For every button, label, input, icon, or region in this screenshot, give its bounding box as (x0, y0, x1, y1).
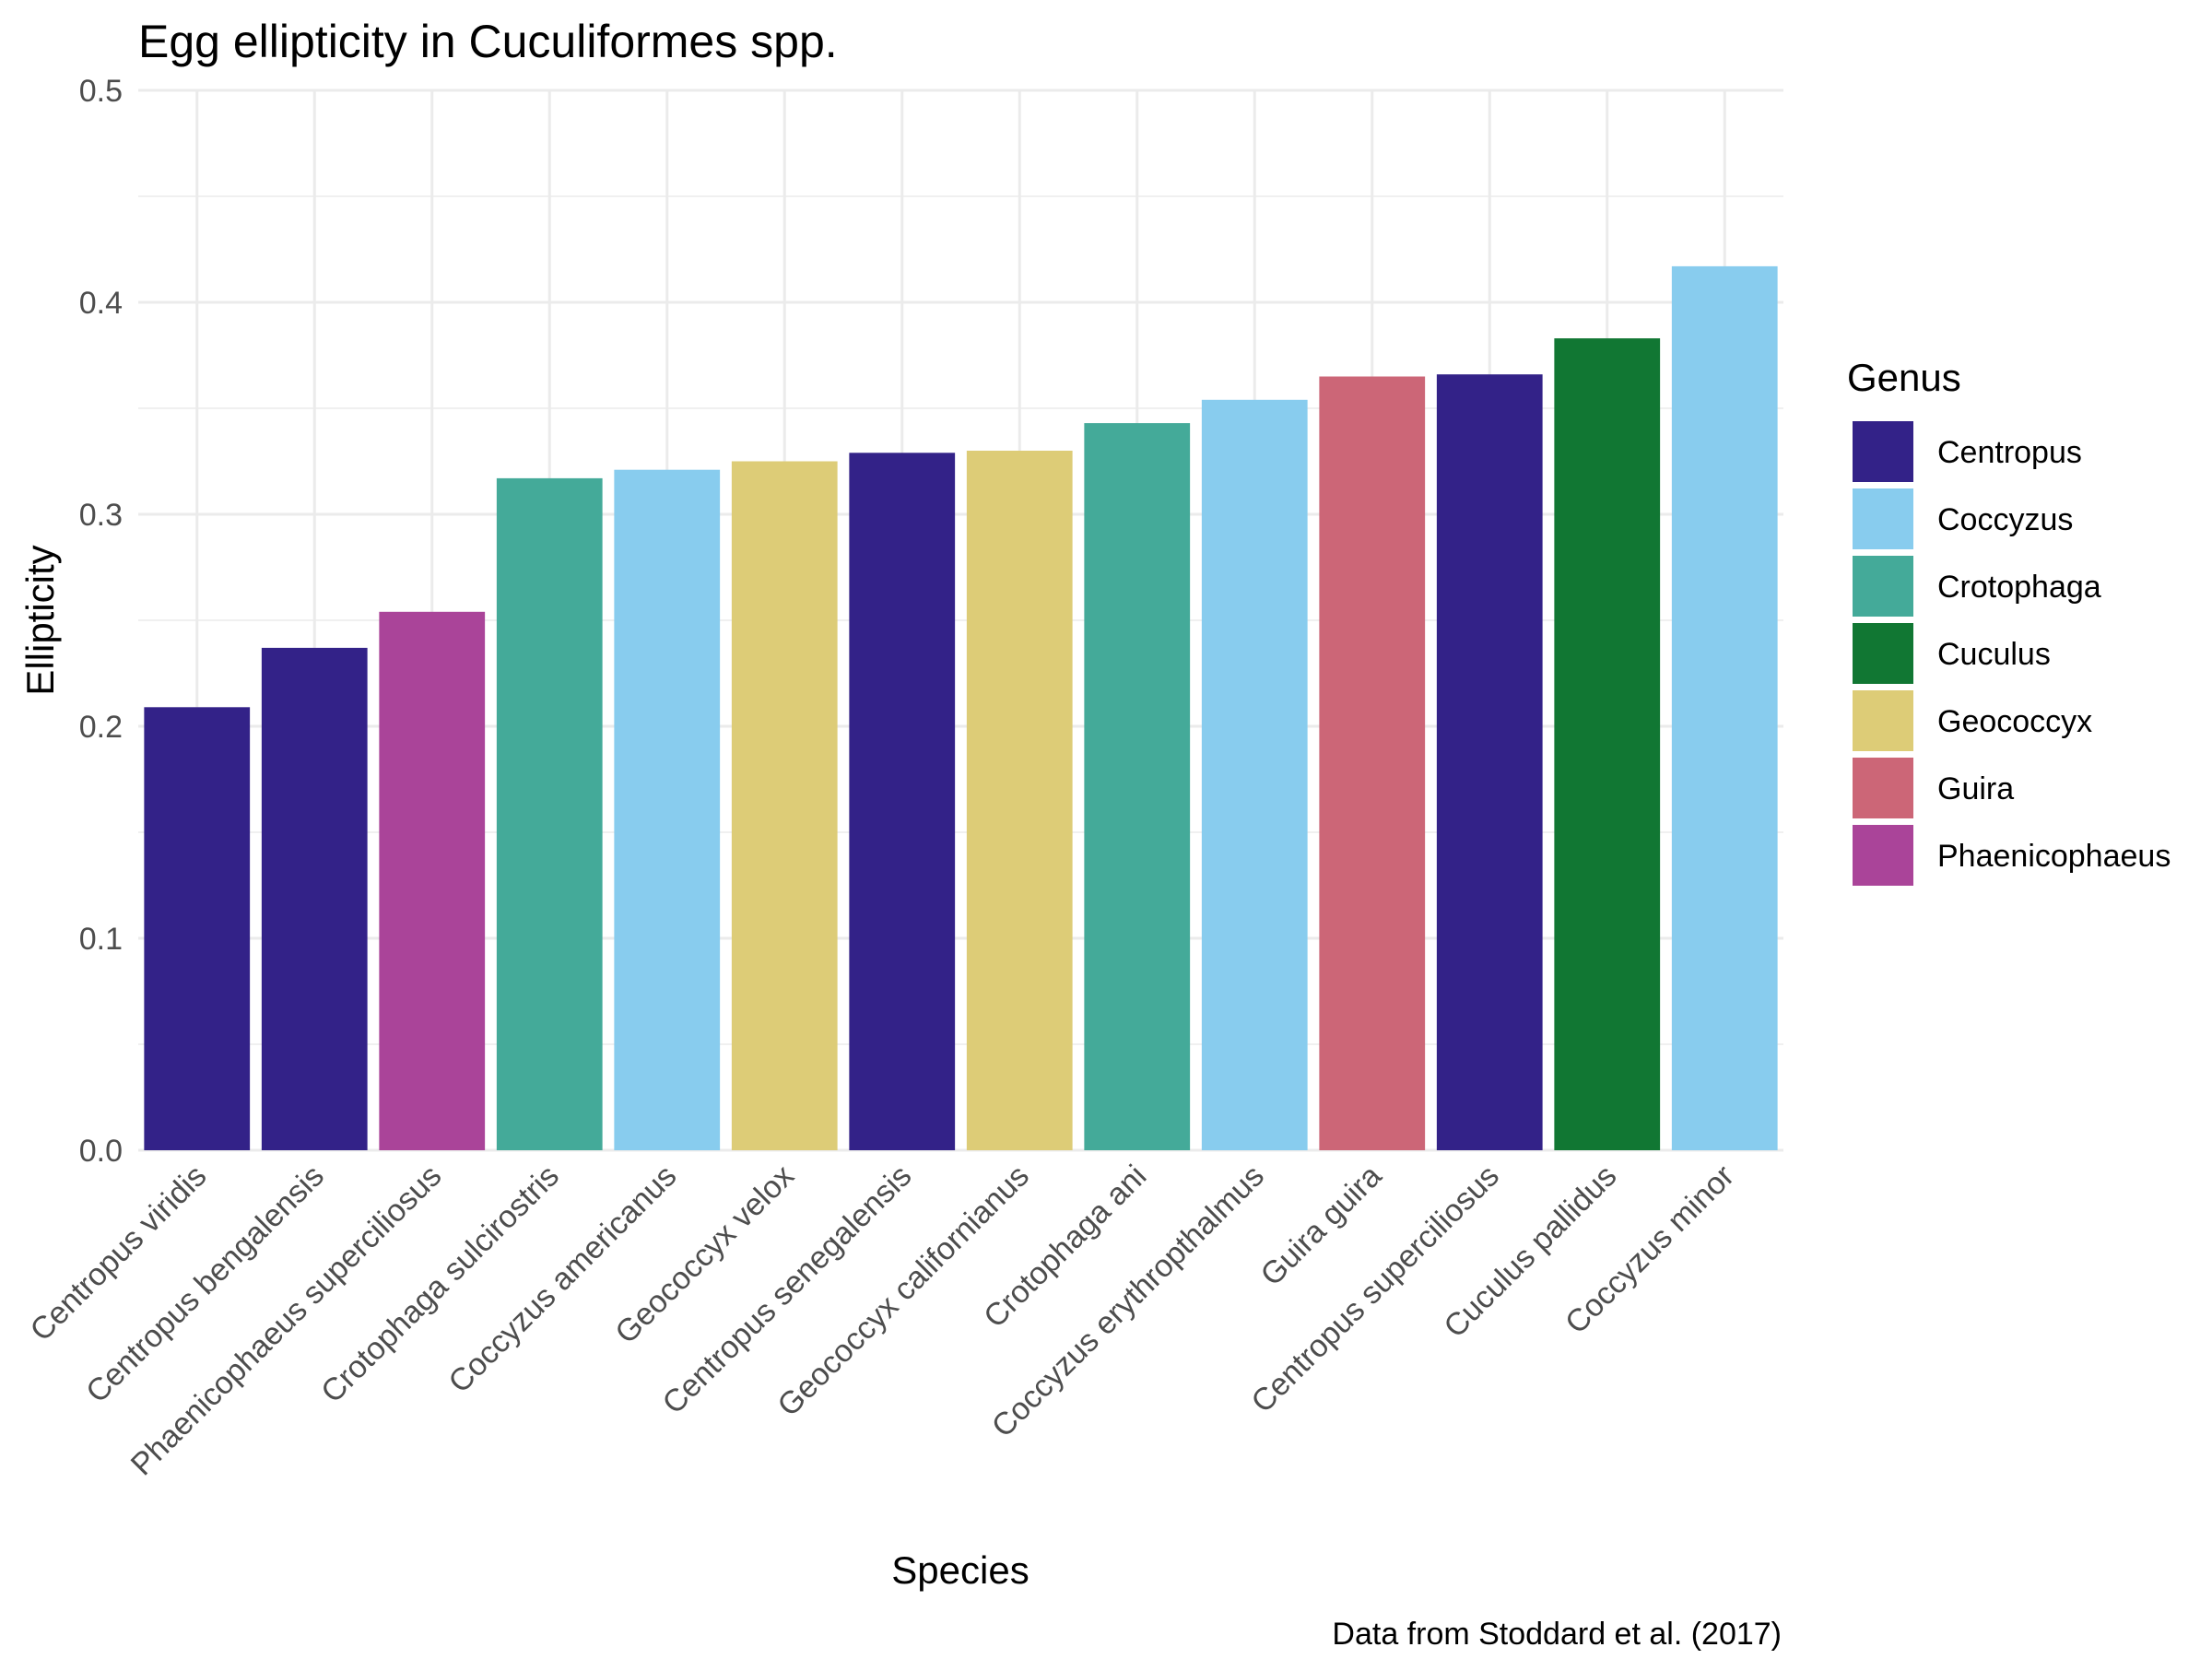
bar (1436, 374, 1543, 1150)
y-tick-label: 0.5 (79, 74, 123, 109)
y-tick-label: 0.3 (79, 498, 123, 533)
bar (1319, 376, 1426, 1150)
y-tick-label: 0.4 (79, 286, 123, 321)
y-axis-tick-labels: 0.0 0.1 0.2 0.3 0.4 0.5 (79, 74, 123, 1169)
y-tick-label: 0.1 (79, 922, 123, 957)
legend-label: Cuculus (1937, 637, 2051, 672)
legend-label: Crotophaga (1937, 570, 2101, 605)
bar (379, 611, 486, 1150)
bar (1084, 423, 1191, 1151)
x-tick-label: Crotophaga sulcirostris (314, 1159, 566, 1410)
legend-label: Centropus (1937, 435, 2082, 470)
x-tick-label: Centropus superciliosus (1244, 1159, 1505, 1419)
bar (966, 451, 1073, 1150)
caption: Data from Stoddard et al. (2017) (1332, 1617, 1782, 1652)
bar (261, 647, 368, 1150)
y-tick-label: 0.2 (79, 710, 123, 745)
x-tick-label: Centropus bengalensis (79, 1159, 331, 1410)
x-tick-label: Coccyzus americanus (441, 1159, 683, 1400)
chart-title: Egg ellipticity in Cuculiformes spp. (138, 16, 838, 67)
legend-key (1853, 825, 1913, 886)
bars (144, 265, 1778, 1151)
legend-key (1853, 488, 1913, 549)
bar (1671, 265, 1778, 1150)
y-tick-label: 0.0 (79, 1134, 123, 1169)
legend-label: Phaenicophaeus (1937, 839, 2171, 874)
legend-key (1853, 556, 1913, 617)
bar (849, 453, 956, 1150)
legend-label: Geococcyx (1937, 704, 2092, 739)
legend-title: Genus (1847, 356, 1961, 399)
legend-label: Coccyzus (1937, 502, 2073, 537)
legend-label: Guira (1937, 771, 2014, 806)
legend-key (1853, 690, 1913, 751)
legend-key (1853, 758, 1913, 818)
legend: Genus Centropus Coccyzus Crotophaga Cuculus… (1847, 356, 2171, 886)
legend-key (1853, 623, 1913, 684)
y-axis-title: Ellipticity (18, 545, 62, 695)
bar (144, 707, 251, 1150)
bar (731, 461, 838, 1150)
bar (1554, 338, 1661, 1151)
bar (1201, 399, 1308, 1150)
legend-key (1853, 421, 1913, 482)
bar (614, 469, 721, 1150)
bar (496, 477, 603, 1150)
x-axis-title: Species (891, 1548, 1029, 1592)
